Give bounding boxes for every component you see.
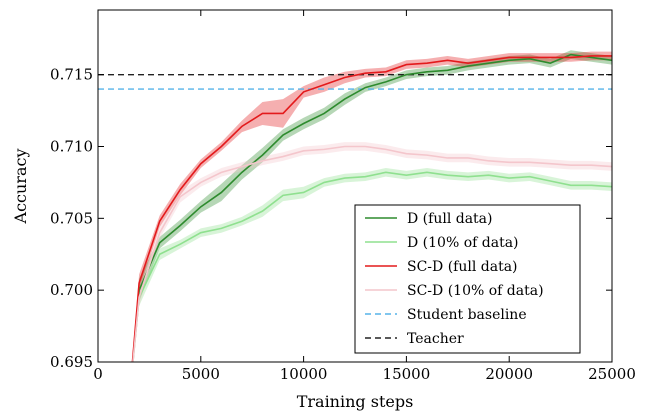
y-tick-label: 0.700 [50,281,93,299]
y-axis-ticks: 0.695 0.700 0.705 0.710 0.715 [50,66,612,371]
series-line-sc-d-10-of-data [132,145,612,362]
legend-label-d-full-data: D (full data) [407,211,492,227]
x-tick-label: 10000 [280,365,328,383]
legend-box [354,204,581,354]
series-line-sc-d-full-data [131,55,612,362]
legend: D (full data) D (10% of data) SC-D (full d… [354,204,581,354]
y-tick-label: 0.695 [50,353,93,371]
series-line-d-10-of-data [132,171,612,362]
x-axis-ticks: 0 5000 10000 15000 20000 25000 [93,10,636,383]
series-line-d-full-data [131,53,612,362]
reference-lines [98,73,612,90]
x-axis-label: Training steps [297,392,414,411]
y-tick-label: 0.710 [50,137,93,155]
legend-label-d-10-of-data: D (10% of data) [407,235,519,251]
legend-label-sc-d-10-of-data: SC-D (10% of data) [407,283,544,299]
legend-label-teacher: Teacher [407,331,464,347]
y-axis-label: Accuracy [11,149,30,225]
legend-label-student-baseline: Student baseline [407,307,527,323]
y-tick-label: 0.705 [50,209,93,227]
plot-frame [97,9,613,363]
x-tick-label: 15000 [383,365,431,383]
legend-label-sc-d-full-data: SC-D (full data) [407,259,518,275]
x-tick-label: 25000 [588,365,636,383]
series-lines [131,53,612,362]
x-tick-label: 5000 [182,365,220,383]
y-tick-label: 0.715 [50,66,93,84]
x-tick-label: 20000 [485,365,533,383]
x-tick-label: 0 [93,365,103,383]
